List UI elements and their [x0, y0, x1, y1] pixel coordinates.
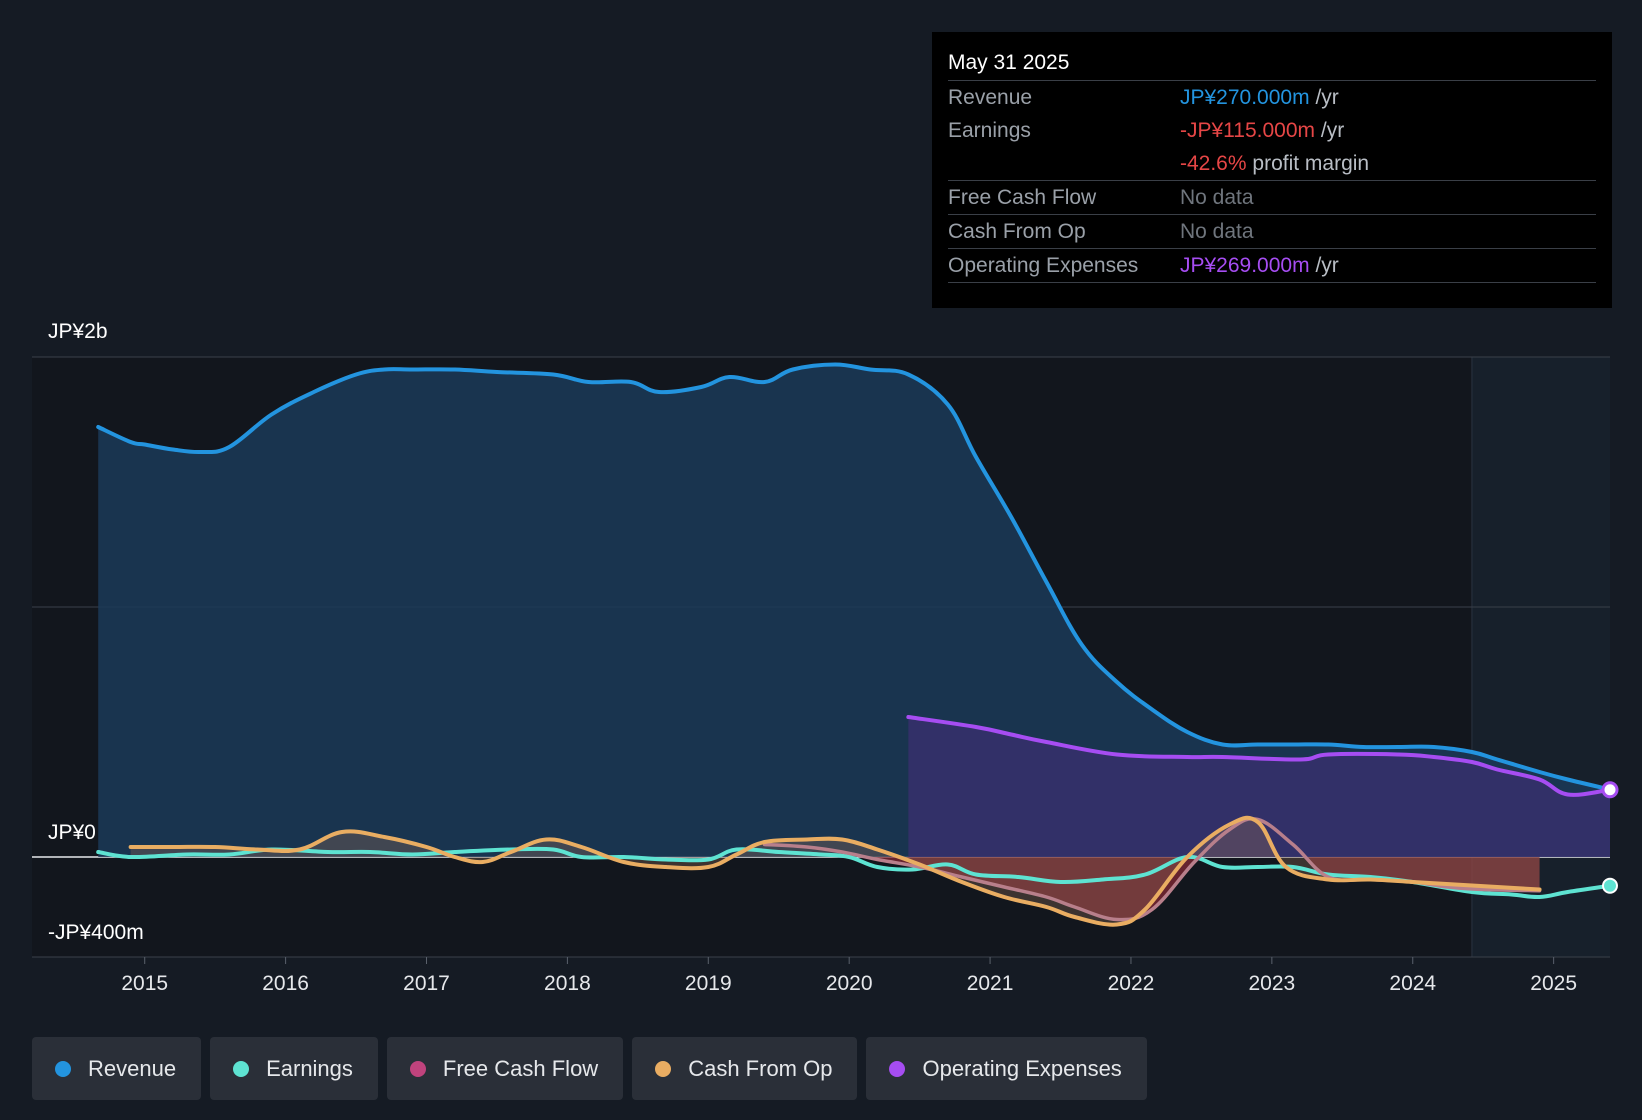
earnings-line [96, 846, 1612, 900]
hover-tooltip: May 31 2025 Revenue JP¥270.000m /yr Earn… [932, 32, 1612, 308]
x-tick-label-2020: 2020 [826, 972, 873, 995]
y-tick-label-zero: JP¥0 [48, 821, 96, 844]
legend-label-cfo: Cash From Op [688, 1055, 833, 1081]
y-tick-label-top: JP¥2b [48, 320, 108, 343]
tooltip-earnings-label: Earnings [948, 119, 1031, 142]
legend-label-fcf: Free Cash Flow [442, 1055, 599, 1081]
tooltip-row-revenue: Revenue JP¥270.000m /yr [948, 81, 1596, 114]
x-tick-label-2024: 2024 [1389, 972, 1436, 995]
tooltip-revenue-value: JP¥270.000m [1180, 86, 1310, 109]
tooltip-row-earnings: Earnings -JP¥115.000m /yr [948, 114, 1596, 147]
tooltip-earnings-value: -JP¥115.000m [1180, 119, 1316, 142]
legend-item-earnings[interactable]: Earnings [210, 1037, 378, 1100]
tooltip-row-fcf: Free Cash Flow No data [948, 181, 1596, 215]
tooltip-cfo-value: No data [1180, 220, 1254, 243]
x-tick-label-2023: 2023 [1248, 972, 1295, 995]
tooltip-cfo-label: Cash From Op [948, 220, 1086, 243]
tooltip-revenue-unit: /yr [1315, 86, 1339, 109]
chart-areas [98, 364, 1611, 925]
legend-item-fcf[interactable]: Free Cash Flow [386, 1037, 624, 1100]
tooltip-opex-label: Operating Expenses [948, 254, 1139, 277]
tooltip-row-cfo: Cash From Op No data [948, 215, 1596, 249]
chart-legend: Revenue Earnings Free Cash Flow Cash Fro… [32, 1037, 1147, 1100]
tooltip-fcf-label: Free Cash Flow [948, 186, 1097, 209]
tooltip-opex-unit: /yr [1315, 254, 1339, 277]
legend-dot-revenue [55, 1060, 71, 1077]
tooltip-row-margin: -42.6% profit margin [948, 147, 1596, 181]
fcf-negative-area [764, 857, 1540, 920]
tooltip-row-opex: Operating Expenses JP¥269.000m /yr [948, 249, 1596, 283]
x-tick-label-2022: 2022 [1108, 972, 1155, 995]
x-tick-label-2018: 2018 [544, 972, 591, 995]
legend-dot-cfo [655, 1060, 672, 1077]
x-tick-label-2016: 2016 [262, 972, 309, 995]
opex-line [906, 715, 1612, 797]
tooltip-earnings-unit: /yr [1320, 119, 1345, 142]
legend-dot-earnings [233, 1060, 250, 1077]
tooltip-date: May 31 2025 [948, 46, 1596, 81]
cfo-line [128, 815, 1542, 927]
x-tick-label-2015: 2015 [121, 972, 168, 995]
legend-item-revenue[interactable]: Revenue [32, 1037, 202, 1100]
legend-item-cfo[interactable]: Cash From Op [632, 1037, 858, 1100]
earnings-endpoint [1602, 877, 1618, 894]
opex-endpoint [1601, 781, 1619, 799]
tooltip-fcf-value: No data [1180, 186, 1254, 209]
legend-label-revenue: Revenue [88, 1055, 177, 1081]
legend-dot-fcf [409, 1060, 426, 1077]
tooltip-opex-value: JP¥269.000m [1180, 254, 1310, 277]
legend-dot-opex [889, 1060, 906, 1077]
revenue-line [96, 362, 1612, 792]
legend-label-opex: Operating Expenses [922, 1055, 1122, 1081]
x-tick-label-2021: 2021 [967, 972, 1014, 995]
chart-lines [96, 362, 1619, 927]
opex-area [908, 717, 1610, 857]
tooltip-margin-value: -42.6% [1180, 152, 1247, 175]
x-tick-label-2019: 2019 [685, 972, 732, 995]
tooltip-revenue-label: Revenue [948, 86, 1033, 109]
tooltip-margin-text: profit margin [1252, 152, 1370, 175]
legend-label-earnings: Earnings [266, 1055, 353, 1081]
legend-item-opex[interactable]: Operating Expenses [866, 1037, 1147, 1100]
x-tick-label-2025: 2025 [1530, 972, 1577, 995]
y-tick-label-bottom: -JP¥400m [48, 921, 144, 944]
revenue-area [98, 364, 1611, 857]
x-axis-ticks: 2015 2016 2017 2018 2019 2020 2021 2022 2023 2024… [121, 957, 1577, 995]
x-tick-label-2017: 2017 [403, 972, 450, 995]
